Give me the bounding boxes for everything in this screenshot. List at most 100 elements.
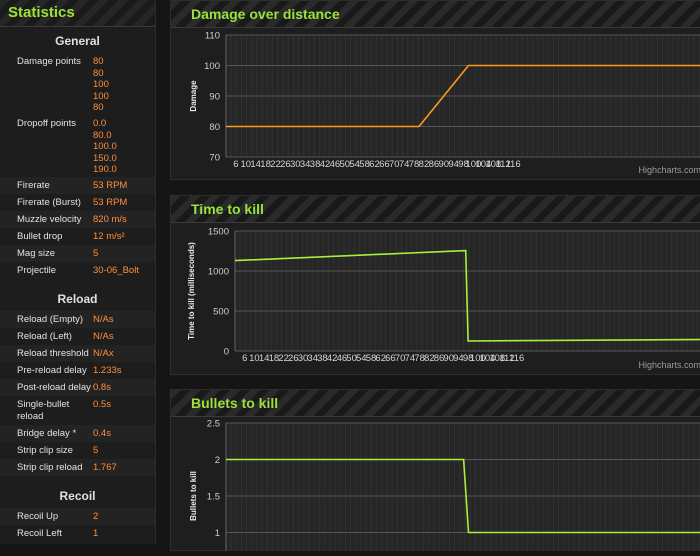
stat-label: Strip clip reload bbox=[17, 462, 83, 473]
stat-row-projectile: Projectile 30-06_Bolt bbox=[0, 262, 155, 279]
x-tick-label: 90 bbox=[443, 353, 454, 364]
x-tick-label: 82 bbox=[424, 353, 435, 364]
damage-point-value: 80 bbox=[93, 102, 104, 113]
stat-label: Firerate (Burst) bbox=[17, 197, 81, 208]
series-line bbox=[226, 64, 700, 128]
x-tick-label: 70 bbox=[395, 353, 406, 364]
x-tick-label: 66 bbox=[379, 159, 390, 170]
dropoff-point-value: 0.0 bbox=[93, 118, 107, 129]
x-tick-label: 94 bbox=[448, 159, 459, 170]
stat-value: 1 bbox=[93, 528, 99, 539]
x-tick-label: 54 bbox=[356, 353, 367, 364]
x-tick-label: 98 bbox=[458, 159, 469, 170]
x-tick-label: 6 bbox=[242, 353, 247, 364]
stat-row-recoil-left: Recoil Left 1 bbox=[0, 525, 155, 542]
y-tick-label: 2 bbox=[215, 455, 220, 466]
stat-value: 12 m/s² bbox=[93, 231, 125, 242]
stat-label: Mag size bbox=[17, 248, 56, 259]
x-tick-label: 104 bbox=[475, 159, 491, 170]
statistics-panel: Statistics General Damage points 80 80 1… bbox=[0, 0, 156, 544]
x-tick-label: 42 bbox=[320, 159, 331, 170]
dropoff-points-values: 0.0 80.0 100.0 150.0 190.0 bbox=[93, 118, 117, 176]
time-to-kill-panel: Time to kill 0 500 1000 1500 6 10 14 18 22 26 30 34… bbox=[170, 195, 700, 375]
x-tick-label: 116 bbox=[509, 353, 524, 364]
x-tick-label: 46 bbox=[337, 353, 348, 364]
stat-label: Reload (Left) bbox=[17, 331, 72, 342]
stat-label: Bullet drop bbox=[17, 231, 63, 242]
dropoff-point-value: 80.0 bbox=[93, 129, 112, 141]
x-tick-label: 62 bbox=[369, 159, 380, 170]
x-tick-label: 42 bbox=[327, 353, 338, 364]
y-tick-label: 1 bbox=[215, 528, 220, 539]
x-tick-label: 86 bbox=[429, 159, 440, 170]
damage-point-value: 80 bbox=[93, 67, 104, 79]
stat-value: 1.233s bbox=[93, 365, 122, 376]
stat-value: 820 m/s bbox=[93, 214, 127, 225]
x-tick-label: 100 bbox=[466, 159, 482, 170]
x-tick-label: 66 bbox=[385, 353, 396, 364]
x-tick-label: 86 bbox=[434, 353, 445, 364]
x-tick-label: 6 bbox=[233, 159, 238, 170]
x-tick-label: 30 bbox=[298, 353, 309, 364]
damage-over-distance-panel: Damage over distance 70 80 90 100 110 6 10 14 18… bbox=[170, 0, 700, 180]
stat-label: Firerate bbox=[17, 180, 50, 191]
stat-label: Projectile bbox=[17, 265, 57, 276]
stat-row-strip-clip-reload: Strip clip reload 1.767 bbox=[0, 459, 155, 476]
x-tick-label: 108 bbox=[485, 159, 501, 170]
stat-label: Single-bullet reload bbox=[17, 399, 70, 422]
x-tick-label: 108 bbox=[489, 353, 505, 364]
stat-row-reload-threshold: Reload threshold N/Ax bbox=[0, 345, 155, 362]
chart-body: 70 80 90 100 110 6 10 14 18 22 26 30 34 38 42 46 50 54 58 6… bbox=[171, 28, 700, 178]
x-tick-label: 18 bbox=[260, 159, 271, 170]
y-tick-label: 1.5 bbox=[207, 492, 220, 503]
x-tick-label: 18 bbox=[269, 353, 280, 364]
stat-value: N/As bbox=[93, 314, 114, 325]
stat-value: 53 RPM bbox=[93, 197, 128, 208]
y-tick-label: 70 bbox=[209, 153, 220, 164]
stat-row-mag-size: Mag size 5 bbox=[0, 245, 155, 262]
stat-label: Recoil Left bbox=[17, 528, 62, 539]
stat-row-reload-left: Reload (Left) N/As bbox=[0, 328, 155, 345]
highcharts-credit[interactable]: Highcharts.com bbox=[638, 165, 700, 175]
recoil-section-title: Recoil bbox=[59, 489, 96, 503]
x-tick-label: 78 bbox=[414, 353, 425, 364]
stat-value: N/Ax bbox=[93, 348, 114, 359]
y-tick-label: 110 bbox=[205, 31, 220, 42]
stat-value: 2 bbox=[93, 511, 99, 522]
dropoff-point-value: 100.0 bbox=[93, 141, 117, 152]
stat-label: Strip clip size bbox=[17, 445, 73, 456]
series-line bbox=[234, 249, 700, 342]
x-tick-label: 50 bbox=[339, 159, 350, 170]
damage-points-row: Damage points 80 80 100 100 80 bbox=[0, 53, 155, 115]
stat-value: 5 bbox=[93, 445, 99, 456]
x-tick-label: 58 bbox=[359, 159, 370, 170]
stat-row-bridge-delay: Bridge delay * 0.4s bbox=[0, 425, 155, 442]
x-tick-label: 46 bbox=[330, 159, 341, 170]
stat-value: 1.767 bbox=[93, 462, 117, 473]
x-tick-label: 74 bbox=[399, 159, 410, 170]
stat-row-firerate-burst: Firerate (Burst) 53 RPM bbox=[0, 194, 155, 211]
chart-title: Damage over distance bbox=[171, 1, 700, 28]
stat-label: Reload threshold bbox=[17, 348, 89, 359]
dropoff-points-row: Dropoff points 0.0 80.0 100.0 150.0 190.… bbox=[0, 115, 155, 177]
x-tick-label: 112 bbox=[496, 159, 511, 170]
y-axis-title: Damage bbox=[189, 80, 198, 112]
y-tick-label: 80 bbox=[209, 122, 220, 133]
chart-title: Time to kill bbox=[171, 196, 700, 223]
stat-label: Recoil Up bbox=[17, 511, 59, 522]
stat-value: 30-06_Bolt bbox=[93, 265, 139, 276]
y-tick-label: 90 bbox=[209, 92, 220, 103]
x-tick-label: 14 bbox=[250, 159, 261, 170]
x-tick-label: 116 bbox=[505, 159, 520, 170]
chart-body: 0 500 1000 1500 6 10 14 18 22 26 30 34 38 42 46 50 54 58 6… bbox=[171, 223, 700, 373]
stat-row-post-reload-delay: Post-reload delay 0.8s bbox=[0, 379, 155, 396]
y-tick-label: 0 bbox=[224, 347, 229, 358]
highcharts-credit[interactable]: Highcharts.com bbox=[638, 360, 700, 370]
damage-point-value: 100 bbox=[93, 90, 109, 102]
stat-label: Reload (Empty) bbox=[17, 314, 83, 325]
x-tick-label: 26 bbox=[288, 353, 299, 364]
